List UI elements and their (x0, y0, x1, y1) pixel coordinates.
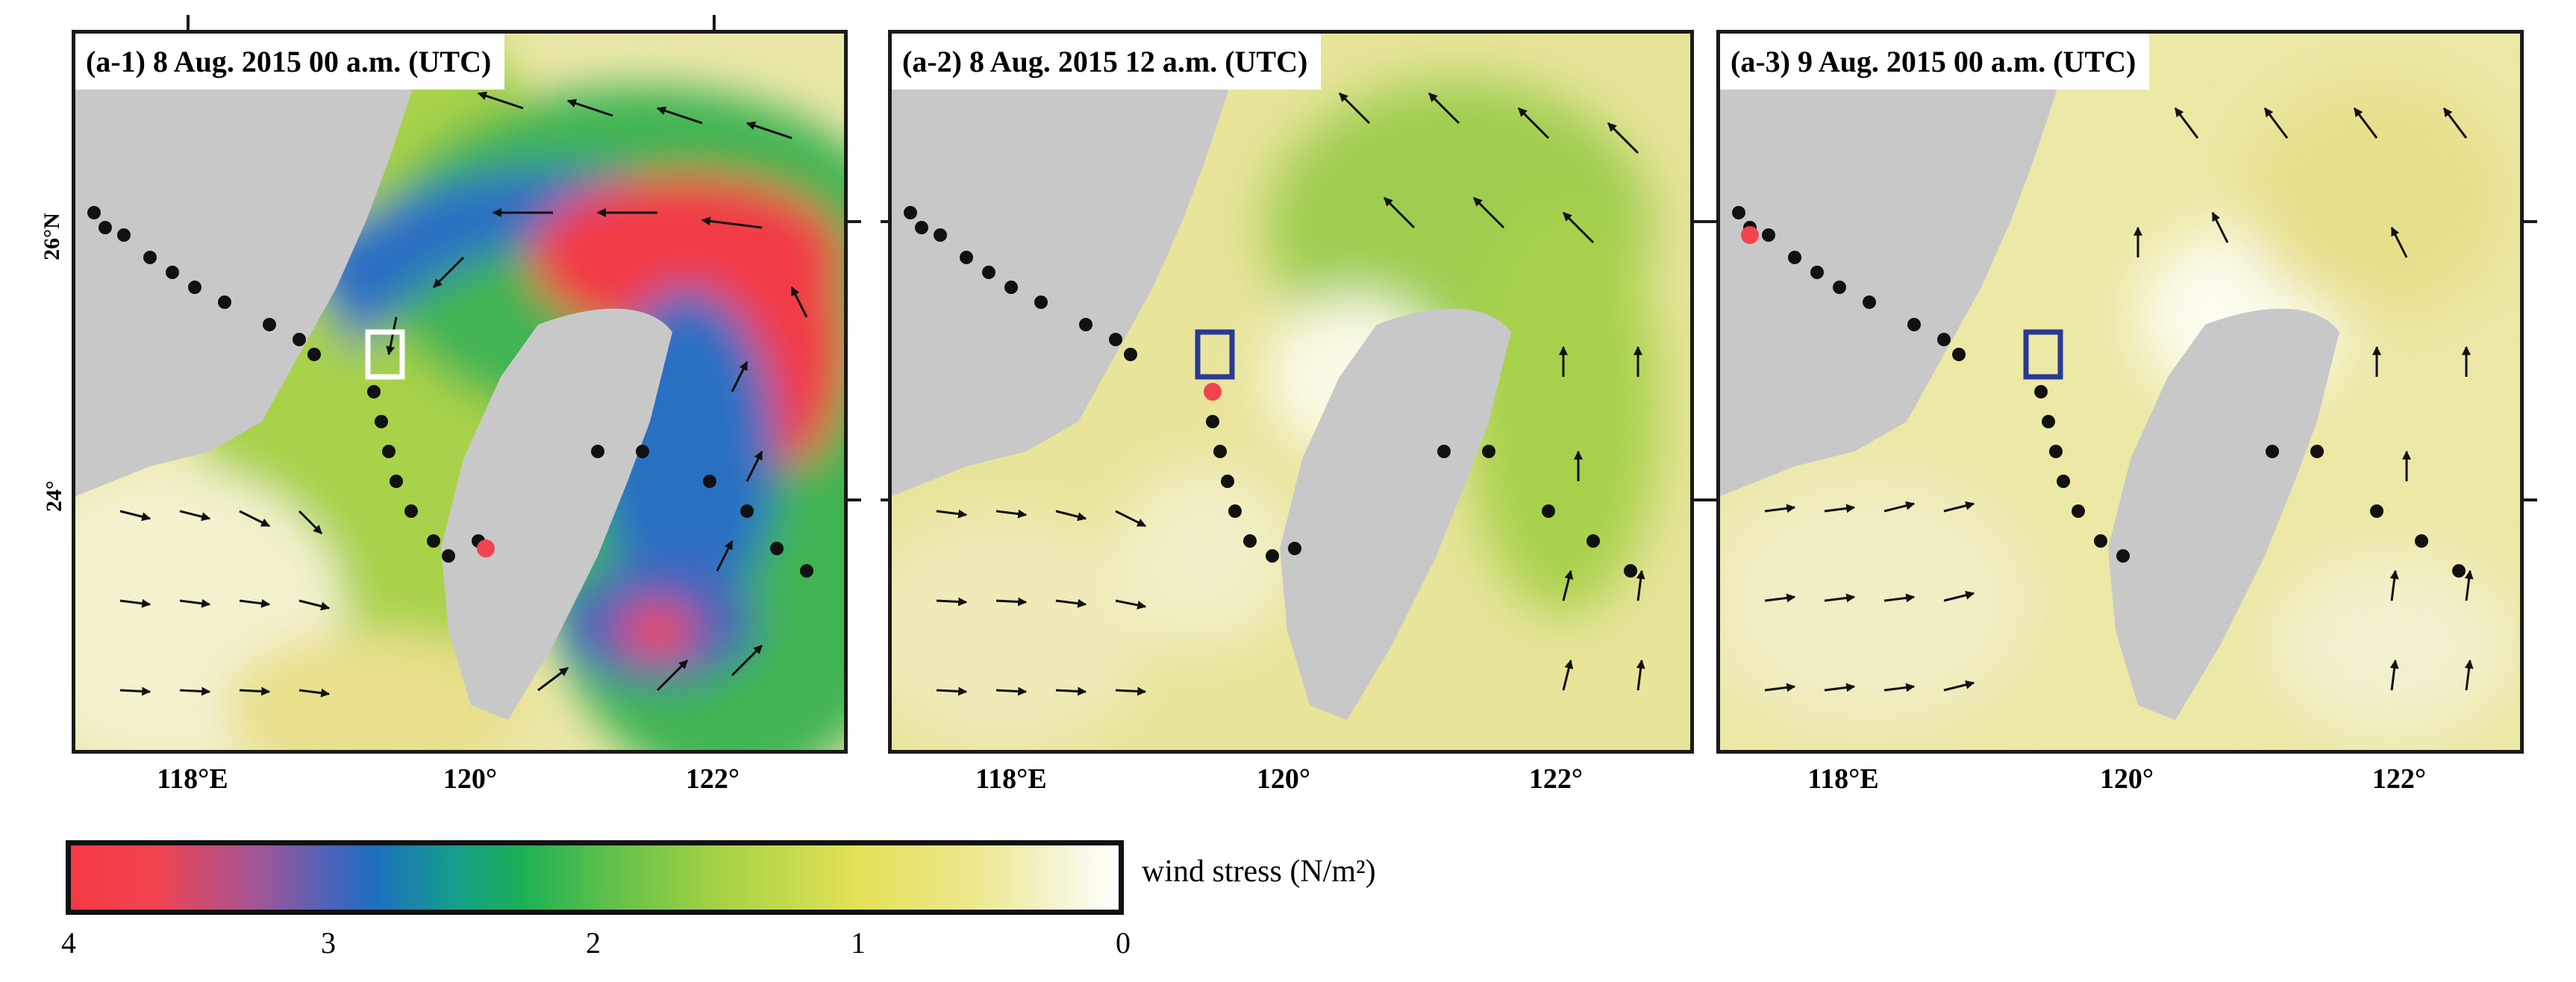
tick-mark (1694, 498, 1716, 501)
tick-mark (881, 498, 891, 501)
panel-title-a2: (a-2) 8 Aug. 2015 12 a.m. (UTC) (892, 34, 1322, 90)
wind-vectors-a3 (1764, 107, 2474, 692)
track-points-a2 (904, 206, 1637, 578)
tick-mark (2524, 498, 2537, 501)
map-panel-a3: (a-3) 9 Aug. 2015 00 a.m. (UTC) (1716, 30, 2524, 754)
x-tick-118-a3: 118°E (1807, 763, 1879, 795)
colorbar-tick-3: 3 (321, 926, 336, 960)
x-tick-120-a3: 120° (2099, 763, 2154, 795)
wind-stress-field-a3 (1720, 78, 2511, 735)
map-panel-a1: (a-1) 8 Aug. 2015 00 a.m. (UTC) (72, 30, 848, 754)
mainland-china-a1 (75, 34, 426, 496)
x-tick-118-a2: 118°E (975, 763, 1047, 795)
taiwan-island-a3 (2108, 308, 2339, 720)
colorbar-tick-4: 4 (61, 926, 76, 960)
tick-mark (187, 15, 190, 31)
track-points-a1 (87, 206, 813, 578)
typhoon-position-a3 (1741, 226, 1759, 244)
y-tick-26N: 26°N (39, 213, 64, 260)
study-area-marker-a2 (1195, 329, 1235, 380)
x-tick-122-a2: 122° (1528, 763, 1584, 795)
tick-mark (881, 220, 891, 223)
colorbar-tick-2: 2 (586, 926, 601, 960)
wind-field-map-a1 (75, 34, 844, 750)
tick-mark (848, 498, 861, 501)
mainland-china-a3 (1720, 34, 2071, 496)
typhoon-position-a2 (1204, 383, 1222, 401)
tick-mark (713, 15, 716, 31)
colorbar-label: wind stress (N/m²) (1142, 854, 1376, 889)
wind-vectors-a1 (119, 91, 808, 698)
wind-field-map-a3 (1720, 34, 2520, 750)
x-tick-120-a2: 120° (1256, 763, 1311, 795)
panel-title-a1: (a-1) 8 Aug. 2015 00 a.m. (UTC) (75, 34, 505, 90)
panel-title-a3: (a-3) 9 Aug. 2015 00 a.m. (UTC) (1720, 34, 2150, 90)
mainland-china-a2 (892, 34, 1242, 496)
y-tick-24: 24° (42, 481, 66, 512)
wind-stress-field-a2 (892, 78, 1660, 750)
wind-vectors-a2 (936, 92, 1645, 696)
taiwan-island-a2 (1280, 308, 1511, 720)
study-area-marker-a3 (2023, 329, 2063, 380)
x-tick-120-a1: 120° (443, 763, 498, 795)
colorbar-tick-1: 1 (851, 926, 866, 960)
x-tick-118-a1: 118°E (157, 763, 228, 795)
wind-field-map-a2 (892, 34, 1690, 750)
map-panel-a2: (a-2) 8 Aug. 2015 12 a.m. (UTC) (888, 30, 1694, 754)
colorbar-tick-0: 0 (1116, 926, 1131, 960)
tick-mark (848, 220, 861, 223)
study-area-marker-a1 (365, 329, 405, 380)
taiwan-island-a1 (441, 308, 672, 720)
tick-mark (1694, 220, 1716, 223)
typhoon-position-a1 (477, 540, 495, 557)
wind-stress-colorbar (66, 840, 1124, 915)
x-tick-122-a1: 122° (685, 763, 740, 795)
tick-mark (2524, 220, 2537, 223)
x-tick-122-a3: 122° (2372, 763, 2427, 795)
track-points-a3 (1732, 206, 2466, 578)
